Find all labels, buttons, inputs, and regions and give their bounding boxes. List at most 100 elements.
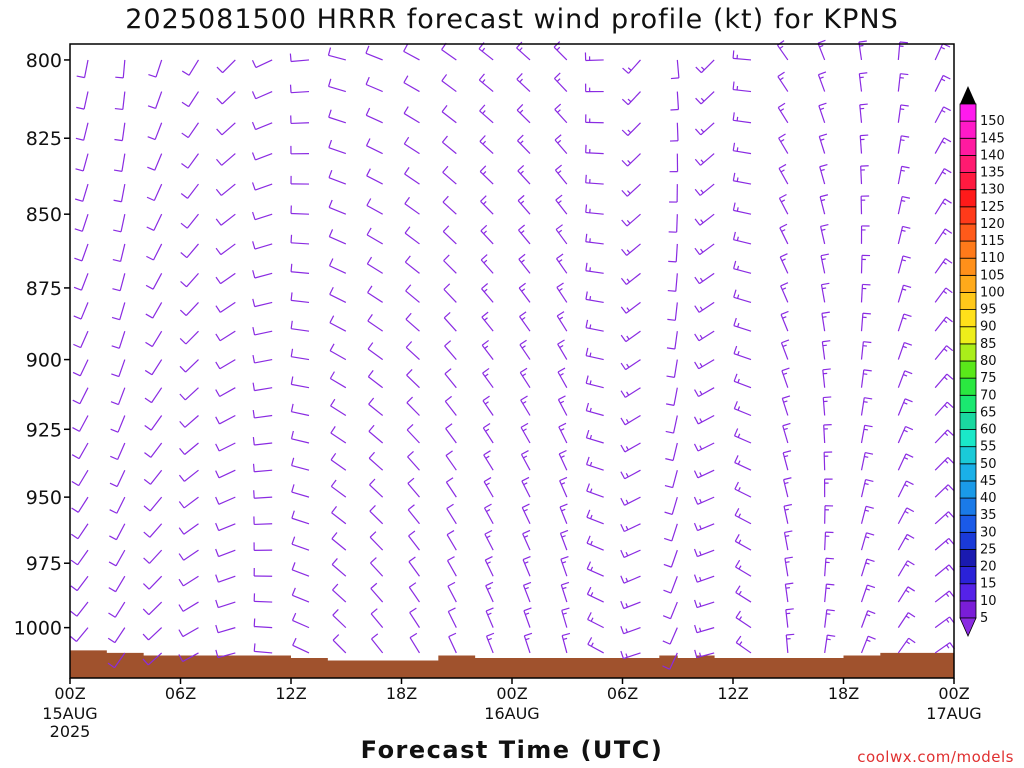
wind-barb: [732, 142, 752, 155]
wind-barb: [112, 243, 126, 263]
wind-barb: [366, 227, 383, 245]
wind-barb: [480, 254, 494, 274]
wind-barb: [734, 534, 752, 551]
y-tick-label: 975: [26, 553, 62, 575]
wind-barb: [860, 584, 876, 603]
wind-barb: [897, 284, 912, 303]
wind-barb: [621, 243, 641, 256]
x-tick-label: 00Z: [54, 684, 85, 703]
wind-barb: [785, 633, 795, 653]
wind-barb: [179, 302, 199, 316]
wind-barb: [584, 52, 604, 62]
wind-barb: [556, 282, 568, 303]
wind-barb: [821, 311, 830, 332]
wind-barb: [291, 457, 310, 471]
wind-barb: [558, 449, 568, 471]
colorbar-bin: [959, 120, 977, 139]
wind-barb: [442, 195, 457, 215]
wind-barb: [479, 104, 494, 124]
wind-barb: [181, 122, 199, 139]
wind-barb: [897, 453, 914, 471]
wind-barb: [367, 342, 384, 361]
wind-barb: [290, 234, 310, 245]
wind-barb: [290, 376, 310, 389]
wind-barb: [215, 624, 236, 634]
wind-barb: [71, 442, 89, 460]
wind-barb: [329, 371, 347, 389]
wind-barb: [447, 581, 457, 603]
wind-barb: [329, 343, 347, 361]
y-tick-label: 925: [26, 419, 62, 441]
wind-barb: [76, 91, 89, 110]
wind-barb: [179, 442, 199, 455]
wind-barb: [585, 375, 604, 389]
colorbar-bin: [959, 429, 977, 448]
wind-barb: [820, 253, 829, 274]
wind-barb: [215, 387, 236, 398]
wind-barb: [479, 165, 494, 185]
colorbar-label: 35: [980, 508, 997, 523]
wind-barb: [178, 469, 199, 482]
wind-barb: [328, 109, 347, 124]
x-date-label: 17AUG: [926, 704, 981, 723]
wind-barb: [585, 174, 604, 185]
colorbar-bin: [959, 172, 977, 191]
wind-barb: [934, 316, 953, 332]
wind-barb: [735, 610, 752, 629]
wind-barb: [785, 608, 794, 628]
wind-barb: [328, 258, 347, 274]
wind-barb: [520, 422, 531, 444]
colorbar-label: 85: [980, 337, 997, 352]
wind-barb: [557, 395, 568, 416]
wind-barb: [897, 480, 914, 498]
wind-barb: [622, 59, 641, 74]
colorbar-bin: [959, 360, 977, 379]
wind-barb: [180, 272, 199, 288]
wind-barb: [252, 298, 273, 308]
wind-barb: [859, 103, 868, 123]
wind-barb: [252, 437, 273, 446]
y-tick-label: 1000: [14, 618, 62, 640]
x-tick-label: 12Z: [275, 684, 306, 703]
colorbar-label: 70: [980, 388, 997, 403]
wind-barb: [113, 183, 126, 203]
wind-barb: [252, 409, 273, 419]
wind-barb: [147, 91, 163, 110]
wind-barb: [860, 165, 869, 185]
wind-barb: [216, 91, 236, 105]
wind-barb: [934, 106, 951, 124]
wind-barb: [897, 637, 916, 654]
wind-barb: [664, 470, 678, 489]
wind-barb: [107, 652, 126, 669]
wind-barb: [142, 601, 163, 616]
wind-barb: [69, 627, 89, 642]
wind-barb: [823, 478, 833, 498]
wind-barb: [146, 243, 163, 261]
colorbar-label: 95: [980, 303, 997, 318]
colorbar-bin: [959, 189, 977, 208]
wind-barb: [406, 369, 420, 389]
wind-barb: [215, 243, 236, 256]
wind-barb: [252, 270, 273, 279]
wind-barb: [73, 273, 89, 291]
wind-barb: [620, 387, 641, 398]
x-tick-label: 18Z: [386, 684, 417, 703]
wind-barb: [367, 285, 383, 303]
wind-barb: [443, 312, 457, 332]
wind-barb: [520, 450, 531, 471]
wind-barb: [75, 153, 89, 172]
wind-barb: [666, 387, 678, 406]
wind-barb: [366, 198, 383, 215]
wind-barb: [934, 137, 952, 154]
wind-barb: [144, 442, 163, 458]
wind-barb: [408, 530, 420, 551]
wind-barb: [290, 145, 310, 155]
wind-barb: [485, 632, 495, 654]
wind-barb: [780, 339, 790, 360]
colorbar-label: 80: [980, 354, 997, 369]
wind-barb: [330, 452, 347, 471]
wind-barb: [367, 314, 384, 332]
wind-barb: [560, 556, 569, 577]
colorbar-bin: [959, 411, 977, 430]
